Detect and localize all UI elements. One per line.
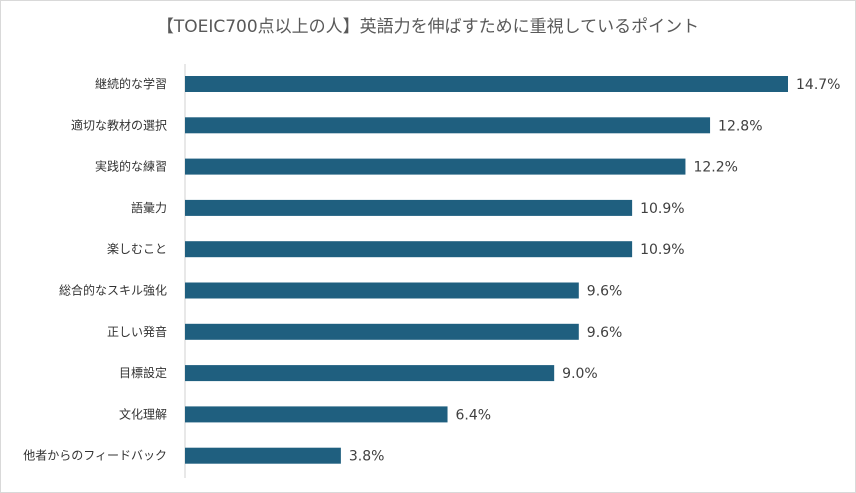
bar-group: 継続的な学習 14.7% 適切な教材の選択 12.8% 実践的な練習 12.2% 語彙力 10… [23,76,840,465]
data-label: 9.6% [587,284,623,300]
data-label: 12.2% [693,160,737,176]
category-label: 正しい発音 [107,324,167,339]
category-label: 実践的な練習 [95,159,167,174]
category-label: 総合的なスキル強化 [59,283,167,298]
chart-title: 【TOEIC700点以上の人】英語力を伸ばすために重視しているポイント [156,17,700,37]
category-label: 目標設定 [119,365,167,380]
data-label: 12.8% [718,118,762,134]
bar [185,406,448,423]
category-label: 適切な教材の選択 [71,117,167,132]
bar [185,282,579,299]
category-label: 文化理解 [119,406,167,421]
bar [185,323,579,340]
data-label: 9.0% [562,366,598,382]
data-label: 14.7% [796,77,840,93]
category-label: 他者からのフィードバック [23,449,167,463]
bar [185,117,711,134]
bar [185,199,633,216]
bar [185,365,555,382]
bar [185,447,341,464]
category-label: 継続的な学習 [95,76,167,91]
bar [185,158,686,175]
data-label: 6.4% [456,407,492,423]
category-label: 語彙力 [131,200,167,215]
data-label: 3.8% [349,449,385,465]
data-label: 9.6% [587,325,623,341]
bar [185,76,788,92]
data-label: 10.9% [640,201,684,217]
category-label: 楽しむこと [107,242,167,256]
bar [185,241,633,258]
data-label: 10.9% [640,242,684,258]
